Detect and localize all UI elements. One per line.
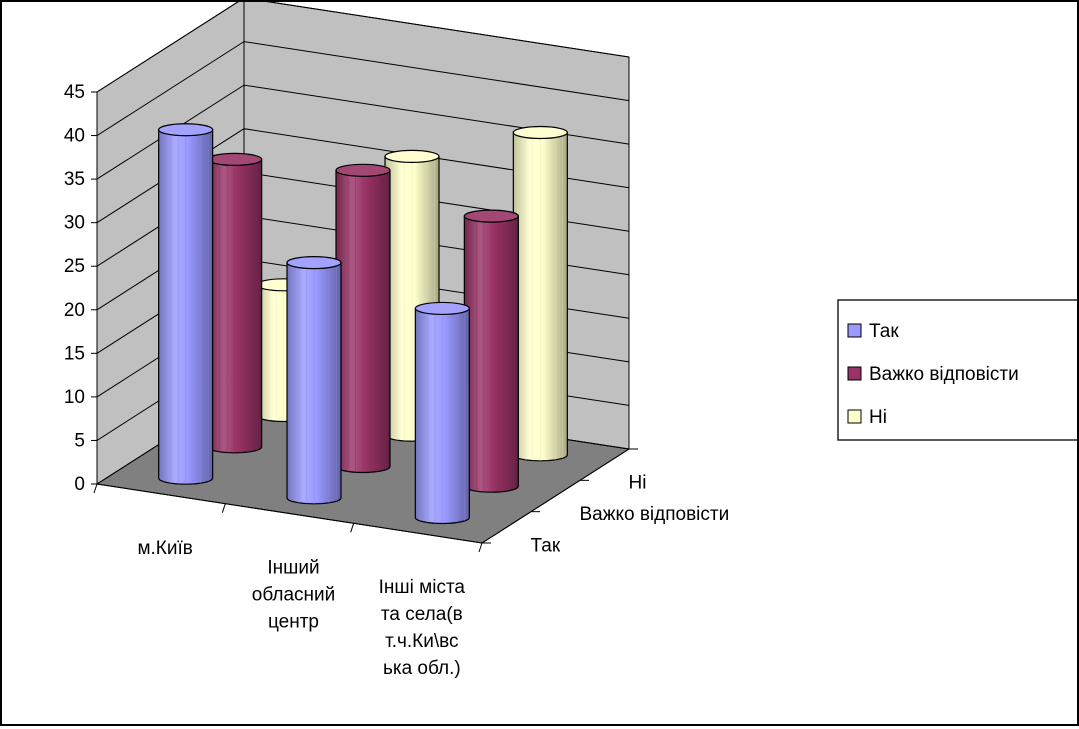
y-tick-label: 40 [64,126,85,147]
bar-top [207,152,263,166]
legend-label: Ні [869,407,887,428]
bar-top [158,123,214,137]
x-tick-label: м.Київ [137,538,192,559]
bar-top [512,125,568,140]
bar-top [463,209,519,223]
legend-box [837,299,1079,441]
x-tick-mark [93,483,98,494]
legend-label: Важко відповісти [869,364,1019,385]
y-tick-label: 30 [64,213,85,234]
depth-label: Так [531,535,561,556]
depth-label: Важко відповісти [580,504,730,525]
y-tick-label: 45 [64,82,85,103]
depth-label: Ні [629,473,647,494]
chart-legend: Так Важко відповісти Ні [837,299,1079,441]
x-tick-label: Інші міста та села(в т.ч.Ки\вс ька обл.) [379,577,466,679]
bar-top [414,301,470,316]
depth-axis-line [481,448,630,544]
bar-top [335,163,391,177]
x-tick-mark [478,542,483,553]
legend-swatch [847,409,862,424]
y-tick-label: 10 [64,387,85,408]
y-tick-label: 35 [64,169,85,190]
gridline [96,0,630,93]
legend-label: Так [869,321,899,342]
x-tick-mark [221,503,226,513]
chart-axes: 0 5 10 15 20 25 30 35 40 45 м.Київ Інший обласний цен… [64,82,729,679]
bar-top [286,256,342,270]
x-tick-mark [350,523,355,533]
gridline [96,84,630,180]
y-tick-label: 0 [74,474,85,495]
legend-swatch [847,366,862,381]
legend-swatch [847,323,862,338]
category-axis-line [96,483,483,544]
y-tick-label: 15 [64,343,85,364]
gridline [96,41,630,137]
chart-bars [158,123,568,525]
gridline [96,128,630,224]
y-tick-label: 5 [74,430,85,451]
x-tick-label: Інший обласний центр [252,558,335,633]
bar-top [384,149,440,164]
y-tick-label: 20 [64,300,85,321]
y-tick-label: 25 [64,256,85,277]
